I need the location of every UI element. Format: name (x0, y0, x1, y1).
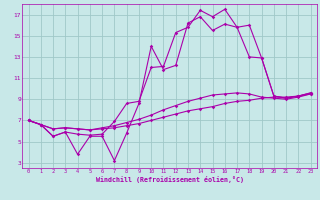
X-axis label: Windchill (Refroidissement éolien,°C): Windchill (Refroidissement éolien,°C) (96, 176, 244, 183)
